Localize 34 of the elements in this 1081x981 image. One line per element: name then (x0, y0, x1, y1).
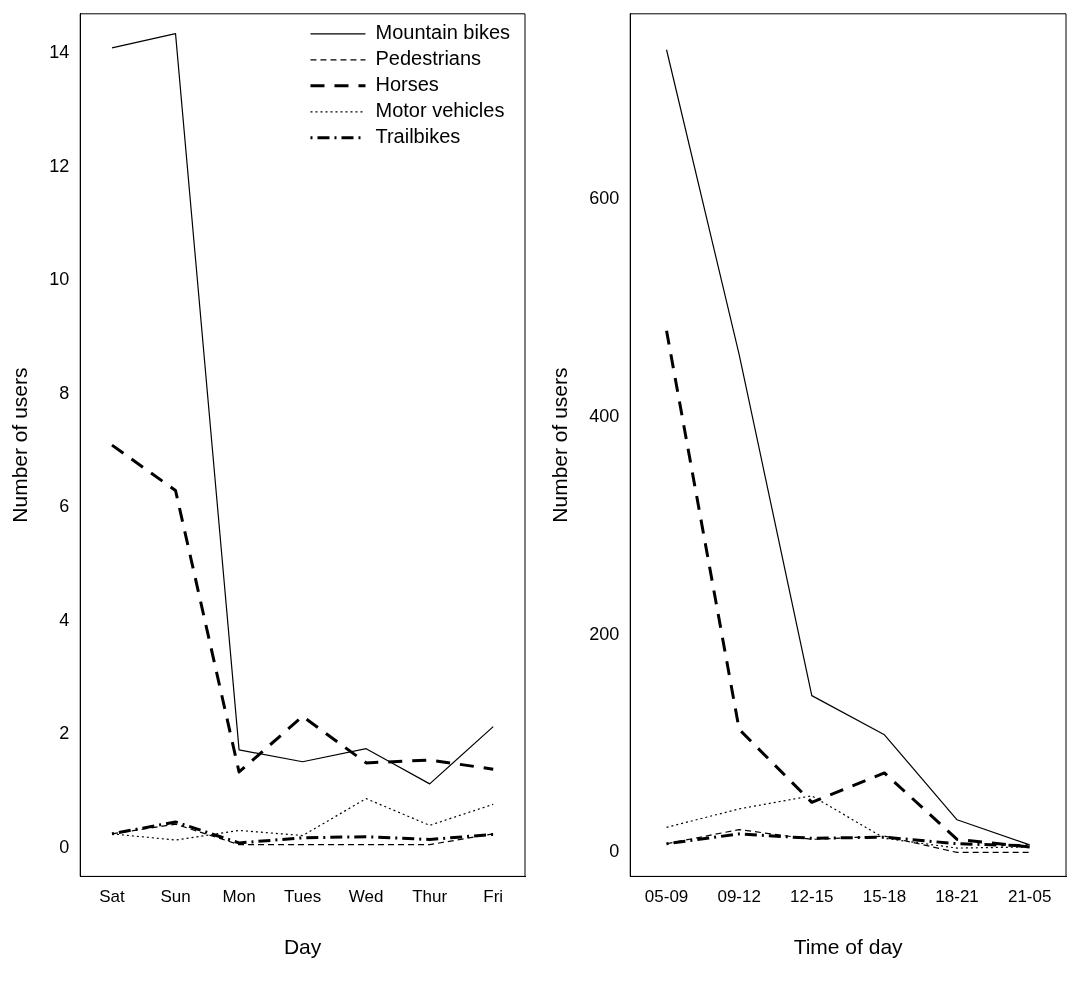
x-tick-label: Tues (284, 887, 322, 907)
legend-label: Pedestrians (375, 47, 482, 70)
y-tick-label: 400 (589, 405, 620, 426)
legend-label: Horses (375, 73, 439, 96)
y-axis-title: Number of users (8, 367, 32, 523)
x-tick-label: 05-09 (644, 887, 689, 907)
x-tick-label: 18-21 (935, 887, 979, 907)
x-tick-label: 12-15 (790, 887, 834, 907)
y-tick-label: 6 (59, 496, 70, 517)
x-tick-label: Thur (412, 887, 448, 907)
legend-label: Mountain bikes (375, 21, 511, 44)
x-tick-label: Sat (99, 887, 126, 907)
x-tick-label: 09-12 (717, 887, 761, 907)
y-tick-label: 0 (609, 841, 620, 862)
y-tick-label: 0 (59, 836, 70, 857)
legend-label: Motor vehicles (375, 99, 505, 122)
y-tick-label: 14 (49, 42, 70, 63)
x-tick-label: 15-18 (862, 887, 907, 907)
y-tick-label: 8 (59, 382, 70, 403)
x-tick-label: 21-05 (1007, 887, 1052, 907)
x-tick-label: Mon (222, 887, 256, 907)
x-axis-title: Time of day (793, 935, 904, 959)
y-tick-label: 600 (589, 187, 620, 208)
x-tick-label: Sun (160, 887, 191, 907)
x-axis-title: Day (283, 935, 322, 959)
y-tick-label: 4 (59, 609, 70, 630)
legend-label: Trailbikes (375, 125, 461, 148)
y-tick-label: 200 (589, 623, 620, 644)
y-axis-title: Number of users (548, 367, 572, 523)
x-tick-label: Fri (483, 887, 504, 907)
y-tick-label: 2 (59, 723, 70, 744)
x-tick-label: Wed (348, 887, 384, 907)
y-tick-label: 10 (49, 269, 70, 290)
y-tick-label: 12 (49, 155, 70, 176)
